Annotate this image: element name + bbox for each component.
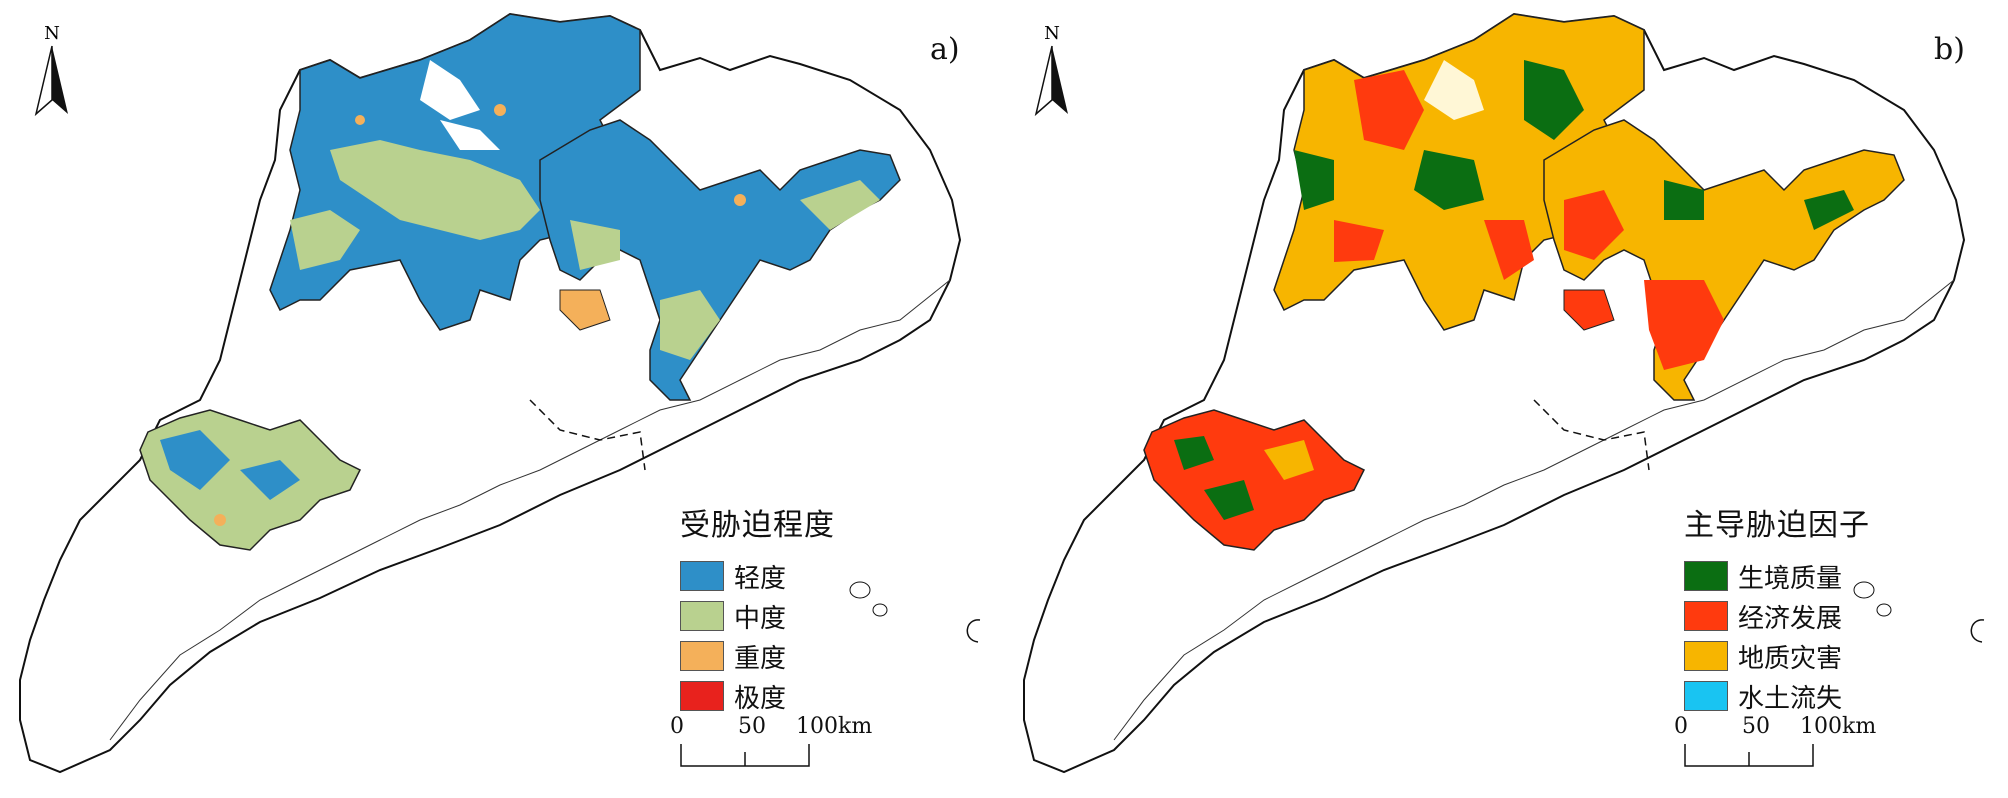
scale-tick: 100 bbox=[796, 714, 838, 739]
legend-label: 水土流失 bbox=[1738, 683, 1843, 714]
legend-item: 生境质量 bbox=[1684, 556, 1870, 596]
stress-region-west bbox=[139, 409, 362, 551]
factor-region-north bbox=[1273, 13, 1645, 331]
legend: 主导胁迫因子 生境质量 经济发展 地质灾害 水土流失 bbox=[1684, 500, 1870, 716]
factor-region-east bbox=[1543, 119, 1905, 401]
scale-unit: km bbox=[1842, 714, 1877, 739]
legend-item: 水土流失 bbox=[1684, 676, 1870, 716]
scale-tick: 50 bbox=[1742, 714, 1770, 739]
map-panel-a: a) N 受胁迫程度 轻度 中度 重度 极度 0 50 100 km bbox=[19, 12, 981, 774]
coastline bbox=[1113, 279, 1955, 741]
legend-item: 地质灾害 bbox=[1684, 636, 1870, 676]
legend-label: 极度 bbox=[734, 683, 787, 714]
legend-item: 中度 bbox=[680, 596, 835, 636]
scale-bar-line bbox=[680, 744, 810, 767]
north-arrow-icon bbox=[1034, 45, 1068, 117]
map-canvas-b bbox=[1023, 12, 1985, 774]
legend-item: 重度 bbox=[680, 636, 835, 676]
legend-item: 经济发展 bbox=[1684, 596, 1870, 636]
legend-swatch bbox=[1684, 561, 1728, 591]
scale-bar-line bbox=[1684, 744, 1814, 767]
legend-swatch bbox=[680, 681, 724, 711]
north-label: N bbox=[1044, 23, 1060, 44]
legend-swatch bbox=[1684, 681, 1728, 711]
legend-label: 经济发展 bbox=[1738, 603, 1843, 634]
map-panel-b: b) N 主导胁迫因子 生境质量 经济发展 地质灾害 水土流失 0 50 100… bbox=[1004, 0, 2008, 798]
scale-tick: 0 bbox=[1674, 714, 1688, 739]
factor-region-west bbox=[1143, 409, 1366, 551]
north-arrow-icon bbox=[34, 45, 68, 117]
island bbox=[1876, 603, 1892, 617]
legend-label: 中度 bbox=[734, 603, 787, 634]
scale-tick: 100 bbox=[1800, 714, 1842, 739]
island bbox=[966, 619, 981, 643]
scale-bar: 0 50 100 km bbox=[670, 714, 872, 767]
panel-label: a) bbox=[930, 32, 960, 67]
island bbox=[1970, 619, 1985, 643]
legend-label: 生境质量 bbox=[1738, 563, 1843, 594]
legend-label: 轻度 bbox=[734, 563, 787, 594]
legend-swatch bbox=[680, 641, 724, 671]
legend-title: 受胁迫程度 bbox=[680, 508, 835, 543]
island bbox=[872, 603, 888, 617]
legend-label: 地质灾害 bbox=[1738, 643, 1843, 674]
map-canvas-a bbox=[19, 12, 981, 774]
legend-swatch bbox=[680, 601, 724, 631]
island bbox=[1853, 581, 1875, 599]
stress-region-east bbox=[539, 119, 901, 401]
north-arrow: N bbox=[32, 24, 72, 122]
stress-region-north bbox=[269, 13, 641, 331]
island bbox=[849, 581, 871, 599]
dashed-boundary bbox=[1533, 399, 1650, 471]
legend-item: 极度 bbox=[680, 676, 835, 716]
scale-tick: 50 bbox=[738, 714, 766, 739]
dashed-boundary bbox=[529, 399, 646, 471]
scale-unit: km bbox=[838, 714, 873, 739]
legend-swatch bbox=[680, 561, 724, 591]
north-arrow: N bbox=[1032, 24, 1072, 122]
legend-item: 轻度 bbox=[680, 556, 835, 596]
legend-swatch bbox=[1684, 641, 1728, 671]
scale-bar: 0 50 100 km bbox=[1674, 714, 1876, 767]
legend: 受胁迫程度 轻度 中度 重度 极度 bbox=[680, 500, 835, 716]
legend-label: 重度 bbox=[734, 643, 787, 674]
coastline bbox=[109, 279, 951, 741]
legend-swatch bbox=[1684, 601, 1728, 631]
scale-tick: 0 bbox=[670, 714, 684, 739]
legend-title: 主导胁迫因子 bbox=[1684, 508, 1870, 543]
panel-label: b) bbox=[1934, 32, 1965, 67]
north-label: N bbox=[44, 23, 60, 44]
